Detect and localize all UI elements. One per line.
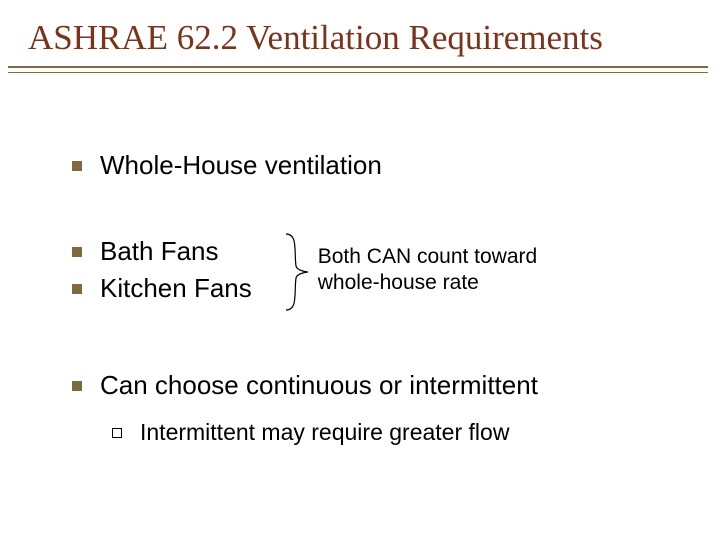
bracket-wrap (282, 236, 310, 304)
sub-bullet-text: Intermittent may require greater flow (140, 419, 509, 446)
square-bullet-icon (72, 381, 82, 391)
mid-note-line-1: Both CAN count toward (318, 244, 537, 270)
bullet-item-bath-fans: Bath Fans (72, 236, 252, 267)
mid-group: Bath Fans Kitchen Fans Both CAN count to… (72, 236, 537, 304)
square-bullet-icon (72, 161, 82, 171)
title-rule-thin (8, 72, 708, 73)
mid-list: Bath Fans Kitchen Fans (72, 236, 252, 304)
bullet-text: Whole-House ventilation (100, 150, 382, 181)
bullet-text: Kitchen Fans (100, 273, 252, 304)
square-bullet-icon (72, 247, 82, 257)
slide-title: ASHRAE 62.2 Ventilation Requirements (28, 18, 603, 58)
bullet-item-choice: Can choose continuous or intermittent (72, 370, 672, 401)
title-rule-thick (8, 66, 708, 68)
square-bullet-icon (72, 284, 82, 294)
bullet-text: Bath Fans (100, 236, 219, 267)
mid-note-line-2: whole-house rate (318, 270, 537, 296)
slide: ASHRAE 62.2 Ventilation Requirements Who… (0, 0, 720, 540)
hollow-square-bullet-icon (112, 428, 122, 438)
body-bottom: Can choose continuous or intermittent In… (72, 370, 672, 446)
right-brace-icon (282, 232, 310, 312)
bullet-item-kitchen-fans: Kitchen Fans (72, 273, 252, 304)
bullet-text: Can choose continuous or intermittent (100, 370, 538, 401)
body-top: Whole-House ventilation (72, 150, 662, 181)
sub-bullet-item: Intermittent may require greater flow (112, 419, 672, 446)
mid-note: Both CAN count toward whole-house rate (318, 244, 537, 297)
bullet-item-whole-house: Whole-House ventilation (72, 150, 662, 181)
